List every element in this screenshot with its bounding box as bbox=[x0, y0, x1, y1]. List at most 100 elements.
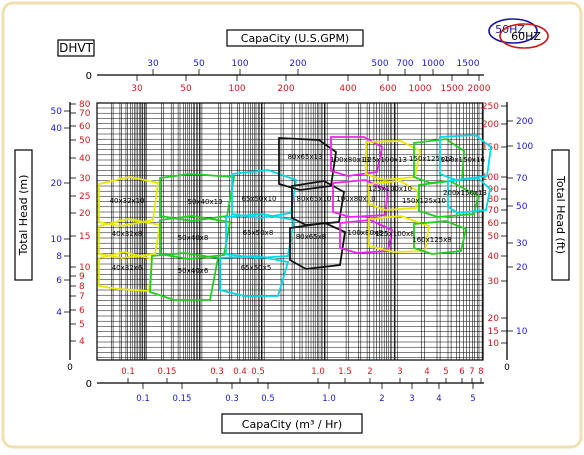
right-axis-title-box bbox=[551, 149, 570, 281]
top-tick-label: 400 bbox=[339, 84, 356, 94]
right-tick-label: 50 bbox=[516, 202, 528, 212]
bottom-tick-label: 0.5 bbox=[261, 394, 275, 404]
pump-model-label: 150x125x13 bbox=[409, 155, 453, 163]
right-tick-label: 70 bbox=[488, 206, 500, 216]
right-tick-label: 70 bbox=[516, 174, 528, 184]
pump-region bbox=[98, 251, 153, 292]
right-tick-label: 15 bbox=[488, 327, 499, 337]
pump-region bbox=[225, 213, 296, 259]
pump-model-label: 40x32x6 bbox=[112, 264, 143, 272]
right-tick-label: 100 bbox=[516, 142, 533, 152]
top-tick-label: 30 bbox=[147, 59, 159, 69]
top-tick-label: 500 bbox=[371, 59, 388, 69]
right-tick-label: 80 bbox=[488, 195, 500, 205]
left-tick-label: 15 bbox=[79, 232, 90, 242]
top-tick-label: 1500 bbox=[457, 59, 480, 69]
right-tick-label: 200 bbox=[516, 117, 533, 127]
right-tick-label: 20 bbox=[488, 314, 500, 324]
left-tick-label: 25 bbox=[79, 192, 90, 202]
pump-model-label: 200x150x13 bbox=[443, 189, 487, 197]
right-tick-label: 40 bbox=[488, 252, 500, 262]
bottom-tick-label: 6 bbox=[459, 367, 464, 377]
bottom-tick-label: 0.5 bbox=[251, 367, 265, 377]
bottom-tick-label: 5 bbox=[443, 367, 448, 377]
left-tick-label: 40 bbox=[79, 154, 91, 164]
pump-model-label: 200x150x16 bbox=[441, 156, 485, 164]
badge-60hz-ring bbox=[499, 23, 549, 49]
top-tick-label: 50 bbox=[193, 59, 205, 69]
pump-region bbox=[330, 136, 384, 177]
top-tick-label: 1000 bbox=[409, 84, 432, 94]
pump-region bbox=[159, 173, 236, 222]
bottom-tick-label: 0.1 bbox=[121, 367, 135, 377]
bottom-tick-label: 2 bbox=[379, 394, 384, 404]
bottom-tick-label: 0.4 bbox=[233, 367, 247, 377]
bottom-tick-label: 0.3 bbox=[210, 367, 224, 377]
left-tick-label: 30 bbox=[79, 174, 91, 184]
top-axis-zero: 0 bbox=[86, 71, 92, 82]
top-tick-label: 100 bbox=[231, 59, 248, 69]
bottom-tick-label: 5 bbox=[470, 394, 475, 404]
bottom-tick-label: 1.0 bbox=[311, 367, 325, 377]
bottom-tick-label: 4 bbox=[424, 367, 429, 377]
right-tick-label: 200 bbox=[482, 120, 499, 130]
right-tick-label: 50 bbox=[488, 232, 500, 242]
pump-model-label: 80x65x8 bbox=[296, 233, 327, 241]
pump-model-label: 125x100x13 bbox=[363, 156, 407, 164]
bottom-axis-zero: 0 bbox=[86, 379, 92, 390]
pump-model-label: 50x40x6 bbox=[178, 267, 209, 275]
left-tick-label: 8 bbox=[79, 282, 85, 292]
pump-model-label: 100x80x8 bbox=[347, 229, 382, 237]
bottom-tick-label: 3 bbox=[409, 394, 414, 404]
pump-region bbox=[447, 177, 491, 214]
pump-region bbox=[231, 169, 298, 219]
pump-region bbox=[291, 180, 345, 226]
pump-regions: 40x32x10 40x32x8 40x32x6 50x40x10 50x40x8 50x… bbox=[98, 134, 492, 301]
pump-model-label: 80x65x13 bbox=[287, 153, 322, 161]
pump-region bbox=[159, 215, 232, 260]
right-tick-label: 10 bbox=[488, 339, 500, 349]
left-tick-label: 80 bbox=[79, 100, 91, 110]
right-axis-zero: 0 bbox=[504, 363, 510, 373]
top-tick-label: 30 bbox=[131, 84, 143, 94]
pump-region bbox=[219, 255, 290, 297]
model-label: DHVT bbox=[59, 41, 93, 55]
left-tick-label: 40 bbox=[51, 124, 63, 134]
pump-model-label: 150x125x10 bbox=[402, 197, 446, 205]
right-tick-label: 20 bbox=[516, 263, 528, 273]
bottom-tick-label: 0.3 bbox=[225, 394, 239, 404]
pump-model-label: 125x100x8 bbox=[375, 230, 414, 238]
top-tick-label: 200 bbox=[277, 84, 294, 94]
pump-region bbox=[98, 218, 162, 259]
left-tick-label: 5 bbox=[79, 320, 85, 330]
bottom-axis-title: CapaCity (m³ / Hr) bbox=[242, 418, 342, 431]
badge-60hz: 60HZ bbox=[511, 30, 541, 43]
left-axis-zero: 0 bbox=[67, 363, 73, 373]
right-tick-label: 100 bbox=[482, 173, 499, 183]
pump-model-label: 40x32x10 bbox=[109, 197, 144, 205]
model-label-box bbox=[57, 39, 95, 57]
pump-model-label: 50x40x10 bbox=[187, 198, 222, 206]
right-axis-title: Total Head (ft) bbox=[554, 175, 567, 254]
right-tick-label: 10 bbox=[516, 327, 528, 337]
top-tick-label: 700 bbox=[396, 59, 413, 69]
pump-model-label: 65x50x5 bbox=[241, 264, 272, 272]
pump-model-label: 100x80x10 bbox=[336, 195, 375, 203]
left-tick-label: 9 bbox=[79, 272, 85, 282]
left-tick-label: 6 bbox=[56, 276, 62, 286]
pump-model-label: 125x100x10 bbox=[368, 185, 412, 193]
pump-region bbox=[332, 179, 389, 218]
right-tick-label: 250 bbox=[482, 102, 499, 112]
bottom-tick-label: 0.15 bbox=[173, 394, 192, 404]
top-axis-title-box bbox=[226, 29, 364, 47]
top-tick-label: 1500 bbox=[441, 84, 464, 94]
badge-50hz: 50HZ bbox=[495, 23, 525, 36]
left-tick-label: 50 bbox=[79, 136, 91, 146]
left-axis-title: Total Head (m) bbox=[17, 175, 30, 257]
left-tick-label: 70 bbox=[79, 109, 91, 119]
right-tick-label: 90 bbox=[488, 185, 500, 195]
bottom-tick-label: 3 bbox=[397, 367, 402, 377]
pump-region bbox=[278, 137, 337, 191]
top-tick-label: 1000 bbox=[422, 59, 445, 69]
